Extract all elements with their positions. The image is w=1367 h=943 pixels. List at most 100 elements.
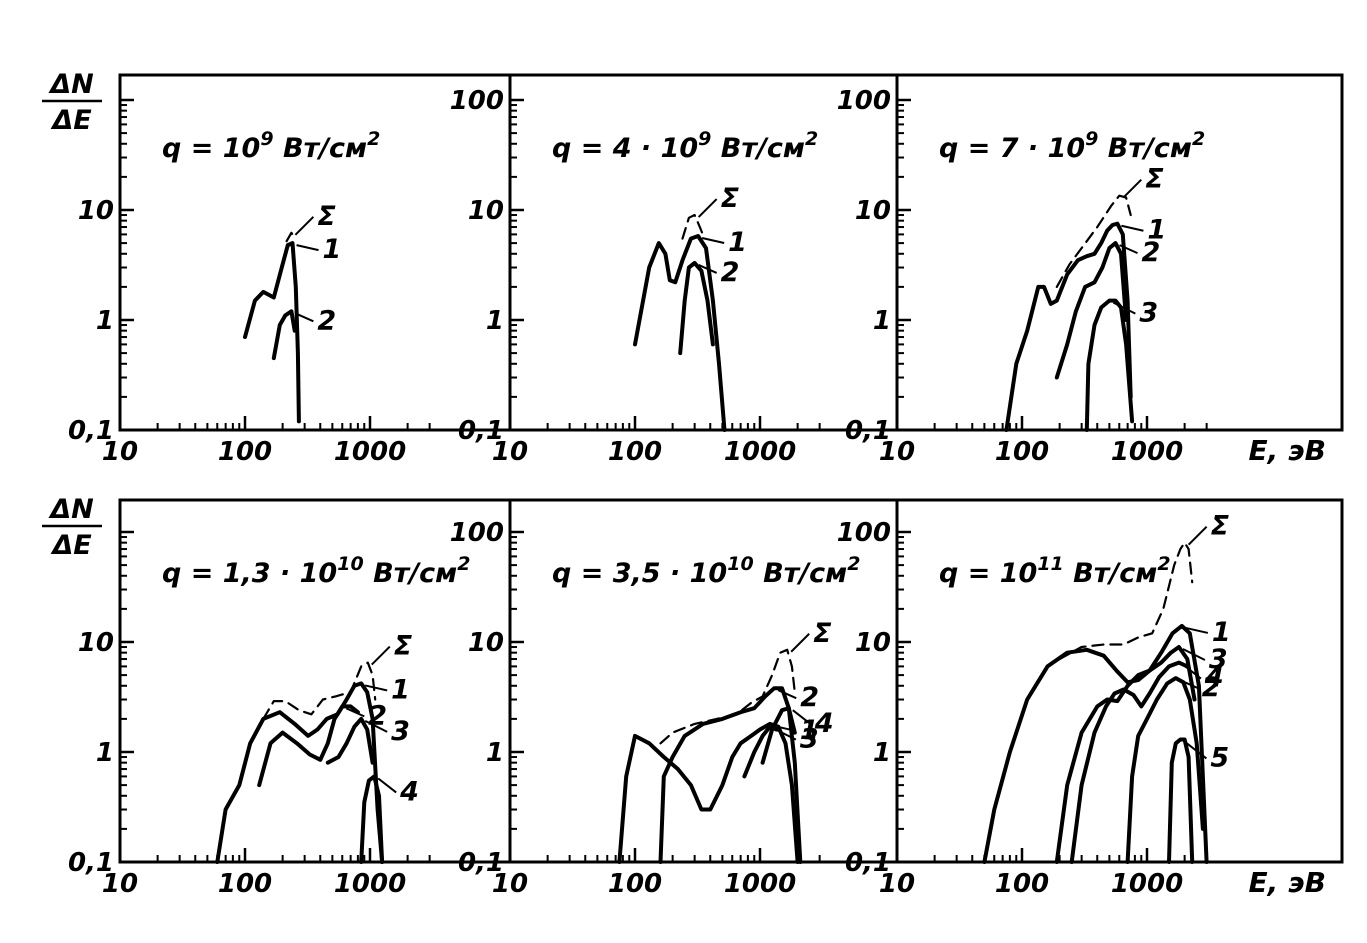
x-tick-label: 1000: [1111, 437, 1183, 467]
series-label-leader: [371, 645, 391, 666]
x-axis-label: E, эВ: [1249, 866, 1326, 899]
panel-title-part: 10: [661, 133, 699, 164]
y-tick-label: 0,1: [845, 416, 891, 446]
series-curve-4: [760, 706, 797, 765]
series-label: Σ: [1145, 164, 1164, 195]
series-curve-sum: [285, 231, 296, 243]
series-curve-1: [215, 681, 385, 864]
series-label-leader: [773, 727, 797, 741]
series-curve-sum: [1058, 541, 1194, 661]
panel-title: q = 4 · 109 Вт/см2: [552, 128, 818, 164]
panel-title-part: q = 3,5 ·: [552, 558, 690, 589]
x-tick-label: 1000: [724, 869, 796, 899]
series-curve-2: [257, 704, 360, 788]
series-label: 1: [728, 227, 747, 258]
x-tick-label: 1000: [334, 869, 406, 899]
x-tick-label: 10: [492, 869, 528, 899]
series-label-leader: [1182, 663, 1202, 680]
y-tick-label: 0,1: [845, 848, 891, 878]
series-label-leader: [1182, 648, 1206, 661]
panel-title-part: 10: [690, 558, 728, 589]
y-tick-label: 100: [837, 518, 891, 548]
series-label: 2: [368, 700, 387, 731]
x-tick-label: 100: [995, 869, 1049, 899]
series-curve-2: [1054, 241, 1129, 380]
panel-title-part: 2: [847, 553, 860, 575]
series-label-leader: [1185, 626, 1209, 634]
series-curve-1: [617, 721, 800, 864]
series-curve-2: [658, 686, 803, 864]
panel-title-part: q = 1,3 ·: [162, 558, 300, 589]
series-label-leader: [777, 689, 797, 700]
series-label: 2: [317, 305, 336, 336]
series-label-leader: [1122, 178, 1142, 199]
series-curve-3: [1084, 298, 1135, 432]
y-tick-label: 0,1: [68, 848, 114, 878]
series-label: 3: [391, 716, 410, 747]
series-label-leader: [294, 312, 314, 323]
panel-title-part: Вт/см: [1064, 558, 1158, 589]
y-tick-label: 1: [486, 738, 504, 768]
y-tick-label: 1: [873, 306, 891, 336]
panel-title-part: Вт/см: [274, 133, 368, 164]
x-tick-label: 10: [102, 437, 138, 467]
plot-frame: [895, 498, 1344, 864]
y-tick-label: 100: [837, 86, 891, 116]
series-label: 4: [399, 776, 419, 807]
panel-title: q = 1011 Вт/см2: [939, 553, 1171, 589]
series-label: 1: [1212, 617, 1231, 648]
series-label-leader: [377, 777, 397, 794]
plot-frame: [118, 498, 512, 864]
series-label: Σ: [1211, 511, 1230, 542]
series-curve-2: [678, 261, 715, 356]
series-label-leader: [296, 244, 319, 252]
chart-panel-3: 10 100 1000 0,1 1 10 100 E, эВ q = 7 · 109 Вт/см…: [837, 73, 1344, 467]
series-label-leader: [1179, 679, 1199, 689]
series-label: 2: [800, 682, 819, 713]
series-curve-5: [1167, 737, 1195, 864]
series-label-leader: [792, 709, 812, 726]
series-curve-4: [1069, 660, 1190, 864]
y-tick-label: 1: [873, 738, 891, 768]
series-curve-1: [1004, 221, 1133, 432]
x-tick-label: 10: [879, 869, 915, 899]
series-curve-sum: [262, 661, 377, 720]
series-label: Σ: [813, 618, 832, 649]
series-curve-sum: [681, 213, 706, 240]
y-tick-label: 10: [78, 196, 114, 226]
series-curve-4: [359, 774, 385, 864]
panel-title-part: 10: [1048, 133, 1086, 164]
x-tick-label: 100: [995, 437, 1049, 467]
panel-title-part: 11: [1037, 553, 1063, 575]
series-label: 4: [1204, 663, 1224, 694]
x-tick-label: 1000: [724, 437, 796, 467]
series-label: 5: [1210, 742, 1229, 773]
series-label-leader: [364, 719, 388, 733]
y-axis-label-denominator: ΔE: [50, 530, 92, 561]
series-label-leader: [701, 237, 725, 244]
y-tick-label: 10: [78, 628, 114, 658]
series-curve-sum: [659, 648, 796, 745]
y-tick-label: 10: [855, 628, 891, 658]
x-axis-label: E, эВ: [1249, 434, 1326, 467]
series-label: 2: [1142, 237, 1161, 268]
panel-title-part: 10: [727, 553, 753, 575]
y-tick-label: 1: [96, 306, 114, 336]
y-tick-label: 10: [468, 196, 504, 226]
x-tick-label: 10: [102, 869, 138, 899]
panel-title-part: 9: [1085, 128, 1098, 150]
x-tick-label: 100: [608, 869, 662, 899]
panel-title-part: q = 4 ·: [552, 133, 661, 164]
y-tick-label: 0,1: [458, 416, 504, 446]
panel-title-part: q =: [162, 133, 223, 164]
y-tick-label: 10: [468, 628, 504, 658]
panel-title-part: 2: [805, 128, 818, 150]
x-tick-label: 100: [218, 869, 272, 899]
x-tick-label: 10: [879, 437, 915, 467]
series-label: 2: [721, 257, 740, 288]
panel-title: q = 7 · 109 Вт/см2: [939, 128, 1205, 164]
